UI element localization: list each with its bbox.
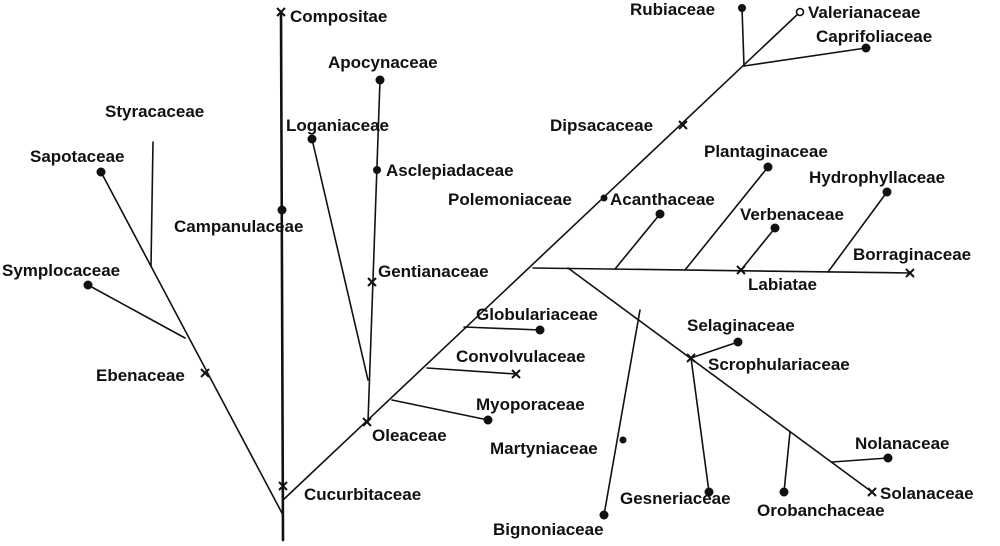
label-scrophulariaceae: Scrophulariaceae	[708, 355, 850, 374]
cucurbitaceae-node-cross	[278, 481, 288, 491]
globulariaceae-node-dot	[535, 325, 545, 335]
convolvulaceae-node-cross	[511, 369, 521, 379]
convolvulaceae-branch	[426, 367, 517, 375]
main-diagonal-branch	[282, 11, 801, 501]
myoporaceae-node-dot	[483, 415, 493, 425]
label-loganiaceae: Loganiaceae	[286, 116, 389, 135]
label-asclepiadaceae: Asclepiadaceae	[386, 161, 514, 180]
caprifoliaceae-branch	[743, 47, 867, 67]
plantaginaceae-branch	[684, 166, 769, 271]
sapotaceae-node-dot	[96, 167, 106, 177]
oleaceae-node-cross	[362, 417, 372, 427]
styracaceae-branch	[150, 141, 154, 267]
nolanaceae-branch	[831, 457, 889, 463]
label-myoporaceae: Myoporaceae	[476, 395, 585, 414]
nolanaceae-node-dot	[883, 453, 893, 463]
ebenaceae-node-cross	[200, 368, 210, 378]
label-oleaceae: Oleaceae	[372, 426, 447, 445]
label-apocynaceae: Apocynaceae	[328, 53, 438, 72]
label-sapotaceae: Sapotaceae	[30, 147, 125, 166]
label-gentianaceae: Gentianaceae	[378, 262, 489, 281]
label-borraginaceae: Borraginaceae	[853, 245, 971, 264]
hydrophyllaceae-node-dot	[882, 187, 892, 197]
label-cucurbitaceae: Cucurbitaceae	[304, 485, 421, 504]
dipsacaceae-node-cross	[678, 120, 688, 130]
campanulaceae-node-dot	[277, 205, 287, 215]
scrophulariaceae-node-cross	[686, 353, 696, 363]
solanaceae-branch	[567, 267, 873, 493]
label-acanthaceae: Acanthaceae	[610, 190, 715, 209]
verbenaceae-node-dot	[770, 223, 780, 233]
gentianaceae-branch	[367, 79, 381, 423]
martyniaceae-node-dot	[619, 436, 627, 444]
label-rubiaceae: Rubiaceae	[630, 0, 715, 19]
label-gesneriaceae: Gesneriaceae	[620, 489, 731, 508]
acanthaceae-branch	[614, 213, 661, 270]
loganiaceae-node-dot	[307, 134, 317, 144]
rubiaceae-node-dot	[738, 4, 746, 12]
label-convolvulaceae: Convolvulaceae	[456, 347, 585, 366]
asclepiadaceae-node-dot	[373, 166, 381, 174]
trunk-branch	[279, 10, 285, 542]
solanaceae-node-cross	[867, 487, 877, 497]
label-campanulaceae: Campanulaceae	[174, 217, 303, 236]
orobanchaceae-node-dot	[779, 487, 789, 497]
label-polemoniaceae: Polemoniaceae	[448, 190, 572, 209]
verbenaceae-branch	[740, 227, 776, 271]
bignoniaceae-node-dot	[599, 510, 609, 520]
label-nolanaceae: Nolanaceae	[855, 434, 950, 453]
bignoniaceae-branch	[603, 309, 641, 516]
borraginaceae-node-cross	[905, 268, 915, 278]
gesneriaceae-node-dot	[704, 487, 714, 497]
label-valerianaceae: Valerianaceae	[808, 3, 920, 22]
label-dipsacaceae: Dipsacaceae	[550, 116, 653, 135]
label-orobanchaceae: Orobanchaceae	[757, 501, 885, 520]
valerianaceae-node-circle	[795, 7, 805, 17]
plantaginaceae-node-dot	[763, 162, 773, 172]
label-verbenaceae: Verbenaceae	[740, 205, 844, 224]
label-martyniaceae: Martyniaceae	[490, 439, 598, 458]
label-bignoniaceae: Bignoniaceae	[493, 520, 604, 539]
selaginaceae-node-dot	[733, 337, 743, 347]
nodes	[83, 4, 915, 520]
acanthaceae-node-dot	[655, 209, 665, 219]
symplocaceae-branch	[87, 284, 186, 339]
label-globulariaceae: Globulariaceae	[476, 305, 598, 324]
label-selaginaceae: Selaginaceae	[687, 316, 795, 335]
label-symplocaceae: Symplocaceae	[2, 261, 120, 280]
ebenaceae-branch	[100, 171, 284, 516]
label-ebenaceae: Ebenaceae	[96, 366, 185, 385]
rubiaceae-branch	[741, 7, 745, 67]
hydrophyllaceae-branch	[827, 191, 888, 273]
label-solanaceae: Solanaceae	[880, 484, 974, 503]
branches	[87, 7, 911, 542]
label-plantaginaceae: Plantaginaceae	[704, 142, 828, 161]
polemoniaceae-node-dot	[600, 194, 608, 202]
label-compositae: Compositae	[290, 7, 387, 26]
selaginaceae-branch	[690, 341, 739, 359]
loganiaceae-branch	[311, 138, 369, 381]
orobanchaceae-branch	[783, 431, 791, 493]
caprifoliaceae-node-dot	[861, 43, 871, 53]
gentianaceae-node-cross	[367, 277, 377, 287]
labels: Compositae Apocynaceae Styracaceae Logan…	[2, 0, 974, 539]
symplocaceae-node-dot	[83, 280, 93, 290]
label-styracaceae: Styracaceae	[105, 102, 204, 121]
labiatae-node-cross	[736, 265, 746, 275]
globulariaceae-branch	[463, 326, 541, 331]
myoporaceae-branch	[391, 399, 489, 421]
gesneriaceae-branch	[690, 357, 710, 493]
label-hydrophyllaceae: Hydrophyllaceae	[809, 168, 945, 187]
label-caprifoliaceae: Caprifoliaceae	[816, 27, 932, 46]
compositae-node-cross	[276, 7, 286, 17]
labiatae-branch	[532, 267, 911, 274]
apocynaceae-node-dot	[375, 75, 385, 85]
label-labiatae: Labiatae	[748, 275, 817, 294]
